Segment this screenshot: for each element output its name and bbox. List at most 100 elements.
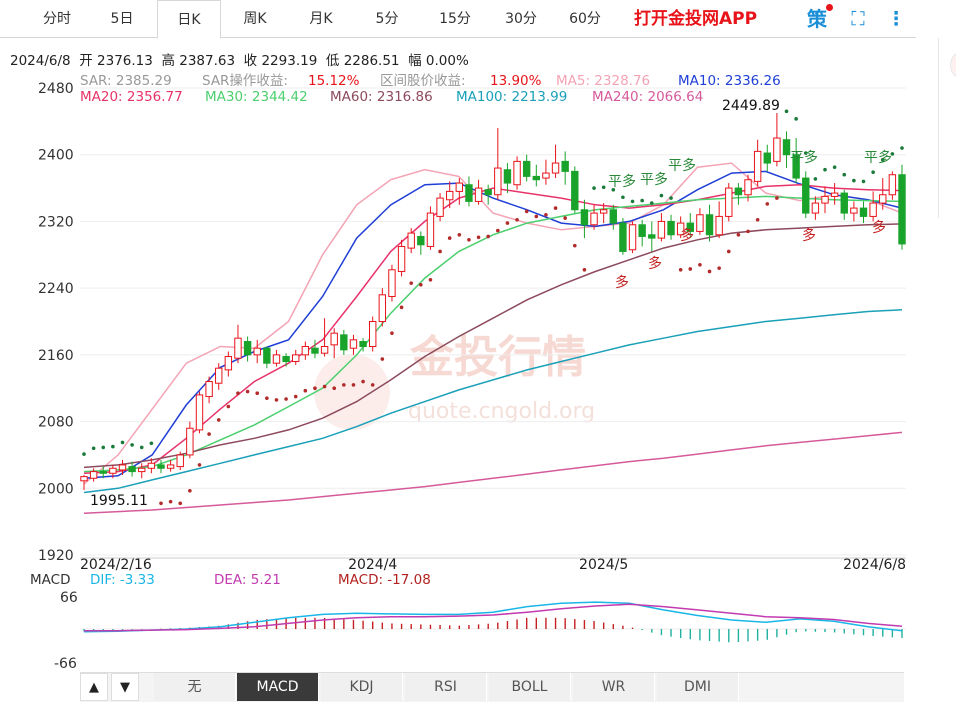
indicator-tab-dmi[interactable]: DMI <box>657 673 739 701</box>
notification-dot <box>826 4 833 11</box>
tab-monthly-k[interactable]: 月K <box>309 11 333 27</box>
y-tick-label: 2240 <box>38 281 74 297</box>
info-amplitude: 0.00% <box>425 53 469 69</box>
tab-15min[interactable]: 15分 <box>439 11 471 27</box>
sar-dot <box>120 440 125 445</box>
period-tabs: 分时 5日 日K 周K 月K 5分 15分 30分 60分 打开金投网APP 策… <box>0 0 916 39</box>
sar-dot <box>399 305 404 310</box>
strategy-icon[interactable]: 策 <box>807 7 827 31</box>
tab-60min[interactable]: 60分 <box>569 11 601 27</box>
sar-dot <box>794 117 798 121</box>
sar-dot <box>649 201 654 205</box>
trade-signal-label: 多 <box>615 274 629 291</box>
candle-body <box>253 347 261 356</box>
sar-dot <box>438 249 442 254</box>
fullscreen-icon[interactable]: ⛶ <box>851 8 865 30</box>
sar-dot <box>130 443 134 447</box>
candle-body <box>484 189 492 196</box>
tab-5min[interactable]: 5分 <box>375 11 399 27</box>
indicator-legend-3: 区间股价收益: <box>380 73 466 89</box>
candle-body <box>407 232 415 249</box>
ohlc-info: 2024/6/8 开 2376.13 高 2387.63 收 2293.19 低… <box>10 53 469 69</box>
candle-body <box>176 454 184 468</box>
y-tick-label: 2160 <box>38 348 74 364</box>
sar-dot <box>139 445 144 450</box>
candle-body <box>532 175 541 181</box>
ma-line-ma20 <box>83 183 903 475</box>
sar-dot <box>582 267 587 272</box>
trade-signal-label: 平多 <box>608 173 636 190</box>
candle-body <box>455 182 464 192</box>
candle-body <box>157 464 165 469</box>
trade-signal-label: 平多 <box>640 171 668 188</box>
trade-signal-label: 多 <box>648 255 662 272</box>
ma-legend-1: MA30: 2344.42 <box>205 89 308 105</box>
tab-5day[interactable]: 5日 <box>110 11 134 27</box>
candle-body <box>359 341 367 348</box>
scroll-down-button[interactable]: ▼ <box>111 673 139 701</box>
tab-daily-k[interactable]: 日K <box>157 0 221 39</box>
indicator-tab-none[interactable]: 无 <box>154 673 236 701</box>
candle-body <box>830 192 839 197</box>
sar-dot <box>293 394 298 399</box>
sar-dot <box>592 186 596 190</box>
macd-y-tick: 66 <box>60 590 78 606</box>
sar-dot <box>852 178 856 183</box>
trade-signal-label: 平多 <box>790 149 818 166</box>
sar-dot <box>351 383 356 387</box>
candle-body <box>619 222 627 252</box>
indicator-tab-rsi[interactable]: RSI <box>405 673 487 701</box>
open-app-link[interactable]: 打开金投网APP <box>634 9 758 29</box>
indicator-tab-macd[interactable]: MACD <box>237 673 319 701</box>
info-low: 2286.51 <box>343 53 400 69</box>
candle-body <box>753 150 762 182</box>
sar-dot <box>524 209 529 214</box>
candle-body <box>311 347 319 354</box>
tab-30min[interactable]: 30分 <box>505 11 537 27</box>
sar-dot <box>630 199 635 204</box>
candle-body <box>186 427 194 456</box>
ma-line-ma30 <box>83 195 903 473</box>
sar-dot <box>621 195 625 200</box>
sar-dot <box>149 441 154 446</box>
scroll-up-button[interactable]: ▲ <box>80 673 108 701</box>
ma-legend-4: MA240: 2066.64 <box>592 89 703 105</box>
sar-dot <box>640 198 644 203</box>
candle-body <box>474 187 483 202</box>
sar-dot <box>216 418 221 422</box>
indicator-legend-0: SAR: 2385.29 <box>80 73 172 89</box>
candle-body <box>590 212 598 226</box>
indicator-legend-2: 15.12% <box>308 73 360 89</box>
indicator-tab-boll[interactable]: BOLL <box>489 673 571 701</box>
sar-dot <box>197 463 202 467</box>
macd-dea-legend: DEA: 5.21 <box>214 572 281 588</box>
sar-dot <box>505 221 510 225</box>
y-tick-label: 2400 <box>38 148 74 164</box>
candle-body <box>715 215 723 236</box>
tab-minute[interactable]: 分时 <box>43 11 71 27</box>
sar-dot <box>91 446 96 451</box>
sar-dot <box>284 397 288 401</box>
candle-body <box>850 207 858 214</box>
tab-weekly-k[interactable]: 周K <box>243 11 267 27</box>
sar-dot <box>226 404 231 409</box>
sar-dot <box>82 452 86 456</box>
macd-title: MACD <box>30 572 70 588</box>
sar-dot <box>900 146 904 150</box>
trade-signal-label: 多 <box>680 227 694 244</box>
macd-dea-line <box>84 603 903 632</box>
indicator-legend-5: MA5: 2328.76 <box>556 73 650 89</box>
candle-body <box>340 334 348 351</box>
macd-y-tick: -66 <box>54 656 77 672</box>
candle-body <box>166 464 175 469</box>
indicator-tab-wr[interactable]: WR <box>573 673 655 701</box>
more-icon[interactable]: ⋮ <box>886 8 906 30</box>
candle-body <box>763 152 771 164</box>
sar-dot <box>871 170 875 175</box>
sar-dot <box>736 232 741 237</box>
indicator-tab-kdj[interactable]: KDJ <box>321 673 403 701</box>
ma-legend-0: MA20: 2356.77 <box>80 89 183 105</box>
y-tick-label: 2320 <box>38 214 74 230</box>
y-tick-label: 1920 <box>38 548 74 564</box>
